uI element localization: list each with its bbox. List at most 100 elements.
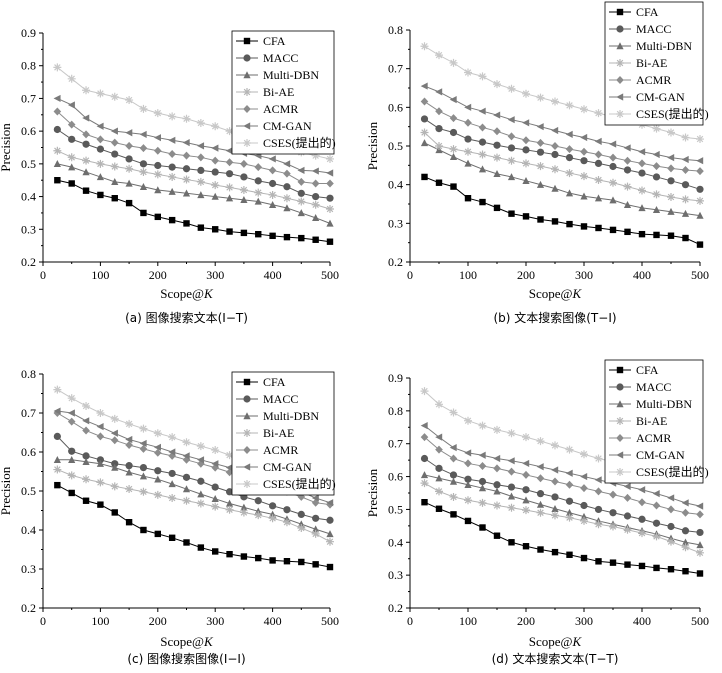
data-point — [536, 93, 545, 102]
data-point — [667, 522, 675, 531]
data-point — [522, 486, 530, 494]
data-point — [211, 502, 220, 511]
data-point — [536, 162, 545, 171]
data-point — [255, 230, 262, 238]
legend-label: ACMR — [263, 102, 298, 116]
data-point — [449, 408, 458, 417]
legend-marker — [243, 139, 251, 147]
legend-marker — [616, 434, 624, 442]
data-point — [652, 206, 661, 213]
data-point — [311, 529, 320, 538]
data-point — [154, 475, 162, 483]
data-point — [283, 160, 291, 168]
data-point — [196, 177, 205, 186]
data-point — [54, 177, 61, 184]
data-point — [492, 425, 502, 434]
data-point — [168, 469, 176, 478]
data-point — [326, 238, 334, 245]
data-point — [594, 137, 602, 145]
data-point — [311, 498, 320, 507]
legend-marker — [616, 366, 624, 374]
data-point — [449, 454, 458, 463]
data-point — [139, 424, 148, 433]
data-point — [580, 147, 588, 156]
data-point — [580, 192, 588, 200]
data-point — [565, 497, 574, 505]
data-point — [420, 97, 429, 106]
data-point — [420, 387, 429, 396]
data-point — [326, 179, 334, 188]
data-point — [652, 532, 661, 541]
data-point — [681, 508, 690, 517]
data-point — [125, 485, 134, 494]
chart-panel: 0.2 0.3 0.4 0.5 0.6 0.7 0.8 0 100 200 300 400 500 Sco… — [365, 1, 709, 325]
data-point — [421, 499, 428, 506]
data-point — [566, 551, 573, 558]
data-point — [240, 553, 248, 560]
data-point — [681, 155, 689, 164]
data-point — [681, 499, 689, 507]
data-point — [82, 187, 90, 194]
data-point — [580, 501, 588, 510]
data-point — [623, 182, 632, 191]
data-point — [154, 134, 161, 142]
x-tick-label: 200 — [149, 614, 167, 628]
legend-label: Multi-DBN — [636, 39, 692, 53]
legend-label: Bi-AE — [263, 85, 294, 99]
data-point — [153, 109, 162, 118]
data-point — [125, 199, 133, 207]
data-point — [609, 226, 617, 234]
data-point — [609, 509, 617, 517]
data-point — [580, 512, 588, 520]
data-point — [493, 487, 501, 495]
data-point — [239, 186, 248, 195]
data-point — [68, 489, 75, 497]
legend-marker — [243, 88, 251, 96]
data-point — [579, 450, 589, 459]
legend-label: CM-GAN — [636, 448, 685, 462]
x-tick-label: 300 — [206, 614, 224, 628]
y-axis-label: Precision — [365, 468, 380, 517]
data-point — [580, 484, 588, 493]
data-point — [211, 495, 219, 502]
data-point — [637, 186, 647, 195]
data-point — [522, 136, 530, 145]
data-point — [464, 459, 472, 468]
series-multi-dbn — [420, 139, 704, 219]
data-point — [168, 216, 176, 224]
data-point — [153, 490, 162, 499]
data-point — [522, 213, 530, 220]
data-point — [53, 465, 62, 474]
x-axis-label: Scope@K — [160, 634, 214, 649]
data-point — [464, 103, 472, 111]
data-point — [565, 189, 574, 197]
x-tick-label: 500 — [691, 268, 709, 282]
series-multi-dbn — [53, 160, 334, 227]
data-point — [478, 462, 487, 471]
legend-label: Multi-DBN — [263, 409, 319, 423]
series-acmr — [420, 433, 704, 519]
data-point — [595, 558, 602, 565]
data-point — [623, 482, 631, 491]
data-point — [225, 464, 233, 472]
data-point — [269, 200, 277, 208]
data-point — [139, 104, 148, 113]
data-point — [522, 177, 530, 184]
legend-label: ACMR — [263, 443, 298, 457]
data-point — [638, 169, 646, 177]
data-point — [125, 164, 134, 173]
data-point — [125, 141, 133, 150]
data-point — [168, 172, 177, 181]
legend-label: MACC — [636, 22, 671, 36]
data-point — [420, 479, 429, 488]
data-point — [435, 474, 443, 482]
data-point — [696, 541, 704, 549]
data-point — [110, 482, 119, 491]
data-point — [240, 503, 248, 511]
legend-label: Bi-AE — [263, 426, 294, 440]
data-point — [551, 477, 559, 486]
legend-marker — [243, 71, 251, 79]
data-point — [269, 179, 277, 188]
data-point — [196, 442, 205, 451]
